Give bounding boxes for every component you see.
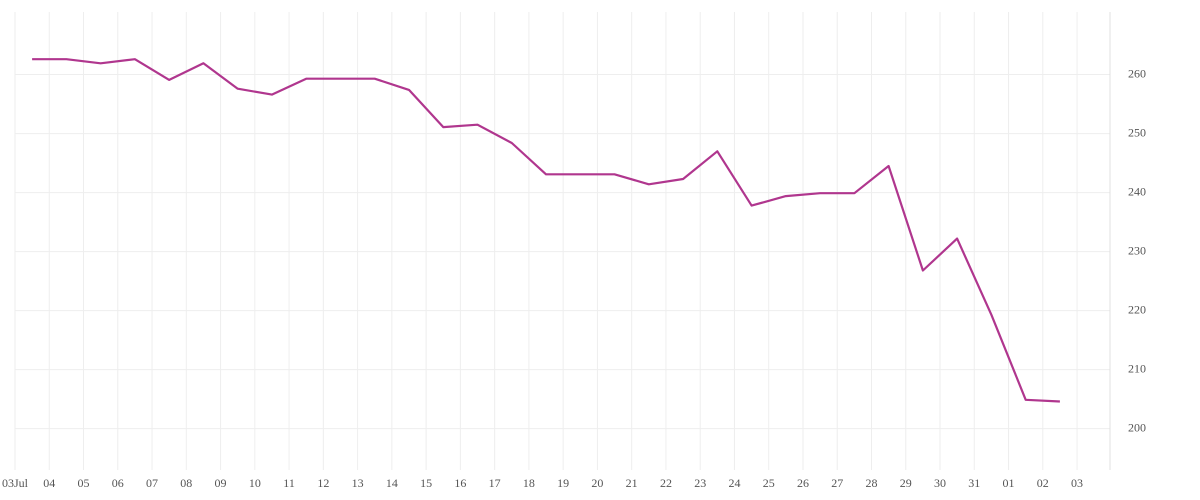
x-tick-label: 15 xyxy=(420,476,432,490)
x-tick-label: 02 xyxy=(1037,476,1049,490)
y-tick-label: 230 xyxy=(1128,243,1146,257)
x-tick-label: 07 xyxy=(146,476,158,490)
x-tick-label: 10 xyxy=(249,476,261,490)
x-tick-label: 18 xyxy=(523,476,535,490)
x-tick-label: 06 xyxy=(112,476,124,490)
x-tick-label: 23 xyxy=(694,476,706,490)
x-tick-label: 08 xyxy=(180,476,192,490)
x-tick-label: 22 xyxy=(660,476,672,490)
line-series xyxy=(32,58,1060,403)
x-tick-label: 11 xyxy=(283,476,295,490)
y-tick-label: 250 xyxy=(1128,125,1146,139)
x-tick-label: 17 xyxy=(489,476,501,490)
x-tick-label: 20 xyxy=(591,476,603,490)
x-tick-label: 24 xyxy=(728,476,740,490)
x-tick-label: 14 xyxy=(386,476,398,490)
x-tick-label: 28 xyxy=(866,476,878,490)
x-tick-label: 30 xyxy=(934,476,946,490)
y-tick-label: 210 xyxy=(1128,361,1146,375)
x-tick-label: 09 xyxy=(215,476,227,490)
x-tick-label: 25 xyxy=(763,476,775,490)
x-tick-label: 27 xyxy=(831,476,843,490)
x-tick-label: 26 xyxy=(797,476,809,490)
x-tick-label: 19 xyxy=(557,476,569,490)
x-tick-label: 16 xyxy=(454,476,466,490)
x-tick-label: 05 xyxy=(78,476,90,490)
y-tick-label: 240 xyxy=(1128,184,1146,198)
x-tick-label: 04 xyxy=(43,476,55,490)
x-tick-label: 01 xyxy=(1003,476,1015,490)
x-tick-label: 03 xyxy=(1071,476,1083,490)
x-tick-label: 31 xyxy=(968,476,980,490)
x-tick-label: 29 xyxy=(900,476,912,490)
y-tick-label: 200 xyxy=(1128,420,1146,434)
x-tick-label: 12 xyxy=(317,476,329,490)
y-tick-label: 260 xyxy=(1128,66,1146,80)
x-tick-label: 03Jul xyxy=(2,476,29,490)
x-tick-label: 13 xyxy=(352,476,364,490)
x-tick-label: 21 xyxy=(626,476,638,490)
y-tick-label: 220 xyxy=(1128,302,1146,316)
